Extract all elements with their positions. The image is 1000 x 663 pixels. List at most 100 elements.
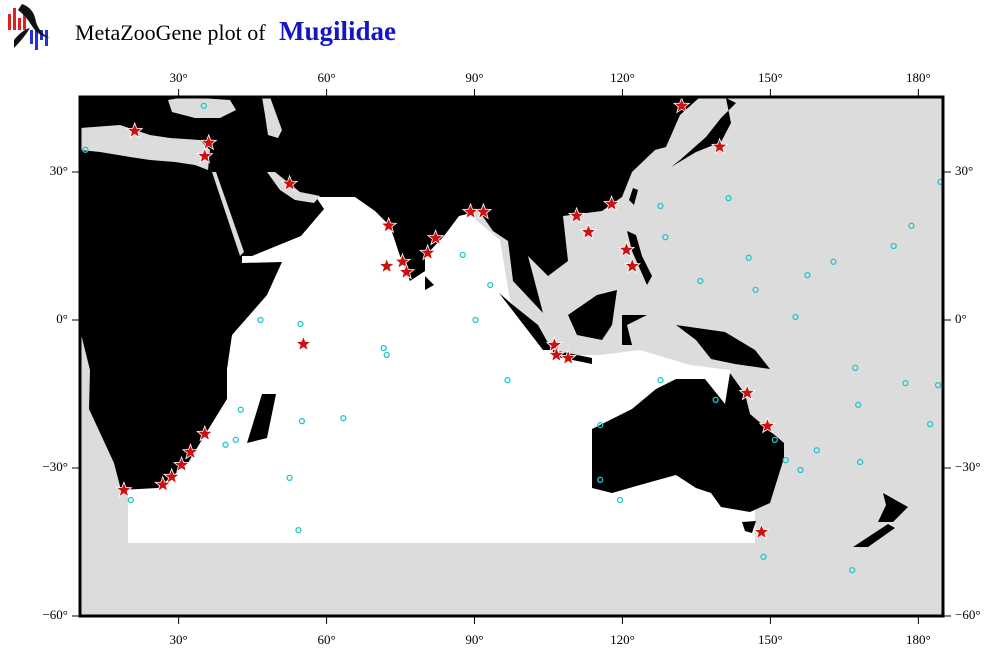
x-tick-label: 180° bbox=[906, 632, 931, 647]
record-star bbox=[559, 348, 577, 366]
record-star bbox=[294, 335, 313, 352]
x-tick-label: 30° bbox=[170, 70, 188, 85]
y-tick-label: −60° bbox=[42, 607, 68, 622]
record-star bbox=[710, 137, 729, 155]
y-tick-label: 0° bbox=[56, 311, 68, 326]
sample-point bbox=[902, 379, 909, 387]
record-star bbox=[419, 243, 437, 261]
y-tick-label: 30° bbox=[955, 163, 973, 178]
sample-point bbox=[813, 447, 820, 454]
sample-point bbox=[237, 406, 244, 413]
sample-point bbox=[855, 401, 862, 408]
record-star bbox=[547, 345, 566, 363]
x-tick-label: 120° bbox=[610, 70, 635, 85]
record-star bbox=[602, 194, 621, 212]
record-star bbox=[196, 424, 214, 442]
sample-point bbox=[504, 377, 511, 384]
sample-point bbox=[797, 466, 804, 474]
sample-point bbox=[295, 527, 302, 534]
record-star bbox=[393, 252, 412, 270]
record-star bbox=[200, 133, 218, 151]
y-tick-label: 0° bbox=[955, 311, 967, 326]
record-star bbox=[579, 223, 598, 240]
record-star bbox=[172, 455, 191, 473]
sample-point bbox=[908, 222, 915, 229]
sample-point bbox=[127, 496, 134, 504]
y-tick-label: −60° bbox=[955, 607, 981, 622]
y-tick-label: −30° bbox=[42, 459, 68, 474]
sample-point bbox=[383, 351, 390, 359]
sample-point bbox=[472, 316, 479, 324]
record-star bbox=[378, 257, 396, 274]
record-star bbox=[738, 383, 756, 401]
map-frame bbox=[78, 95, 945, 618]
y-tick-label: 30° bbox=[50, 163, 68, 178]
sample-point bbox=[380, 344, 387, 352]
y-tick-label: −30° bbox=[955, 459, 981, 474]
sample-point bbox=[852, 364, 859, 371]
sample-point bbox=[927, 420, 934, 428]
record-star bbox=[752, 522, 771, 540]
record-star bbox=[617, 240, 636, 258]
sample-point bbox=[82, 146, 89, 153]
sample-point bbox=[771, 436, 778, 444]
sample-point bbox=[752, 286, 759, 294]
sample-point bbox=[616, 496, 624, 504]
record-star bbox=[196, 147, 214, 164]
marks bbox=[82, 96, 944, 574]
sample-point bbox=[792, 313, 799, 321]
title-taxon: Mugilidae bbox=[279, 16, 396, 46]
sample-point bbox=[849, 566, 856, 574]
sample-point bbox=[804, 271, 811, 279]
x-tick-label: 150° bbox=[758, 632, 783, 647]
sample-point bbox=[597, 476, 604, 483]
sample-point bbox=[934, 381, 942, 389]
record-star bbox=[623, 257, 641, 274]
sample-point bbox=[257, 316, 264, 324]
sample-point bbox=[657, 202, 664, 210]
x-tick-label: 60° bbox=[317, 632, 335, 647]
record-star bbox=[181, 443, 200, 460]
sample-point bbox=[232, 436, 239, 444]
sample-point bbox=[697, 277, 704, 285]
x-tick-label: 30° bbox=[170, 632, 188, 647]
sample-point bbox=[222, 441, 229, 448]
record-star bbox=[280, 174, 299, 192]
sample-point bbox=[760, 553, 767, 560]
sample-point bbox=[340, 415, 347, 422]
record-star bbox=[126, 121, 144, 139]
x-tick-label: 60° bbox=[317, 70, 335, 85]
record-star bbox=[115, 481, 133, 498]
x-tick-label: 90° bbox=[465, 70, 483, 85]
record-star bbox=[397, 262, 416, 280]
record-star bbox=[567, 206, 586, 224]
sample-point bbox=[890, 242, 897, 250]
sample-point bbox=[297, 320, 304, 328]
record-star bbox=[545, 336, 564, 353]
sample-point bbox=[662, 233, 669, 241]
sample-point bbox=[712, 396, 719, 404]
record-star bbox=[163, 467, 181, 485]
record-star bbox=[672, 96, 691, 114]
sample-point bbox=[286, 474, 293, 482]
sample-point bbox=[459, 251, 466, 259]
sample-point bbox=[657, 377, 664, 384]
sample-point bbox=[298, 417, 306, 425]
sample-point bbox=[487, 281, 494, 289]
record-star bbox=[380, 216, 398, 234]
logo bbox=[8, 4, 50, 50]
x-tick-label: 180° bbox=[906, 70, 931, 85]
x-tick-label: 150° bbox=[758, 70, 783, 85]
sample-point bbox=[745, 254, 752, 261]
title-prefix: MetaZooGene plot of bbox=[75, 20, 266, 45]
x-tick-label: 120° bbox=[610, 632, 635, 647]
record-star bbox=[474, 202, 493, 220]
record-star bbox=[154, 475, 172, 493]
record-star bbox=[426, 228, 445, 246]
sample-point bbox=[857, 458, 864, 466]
record-star bbox=[758, 416, 777, 434]
sample-point bbox=[830, 258, 837, 265]
x-tick-label: 90° bbox=[465, 632, 483, 647]
sample-point bbox=[200, 102, 207, 110]
